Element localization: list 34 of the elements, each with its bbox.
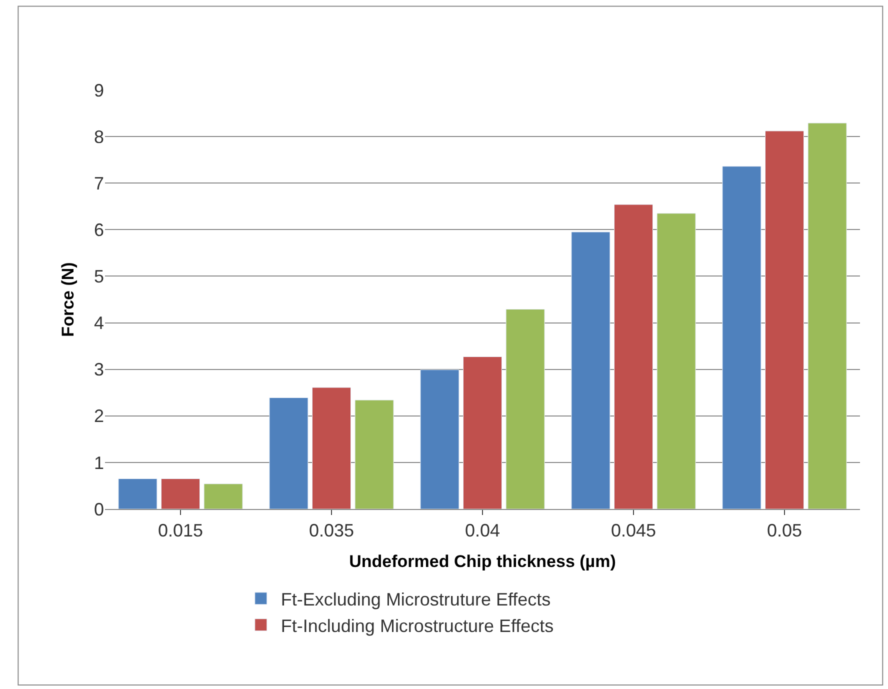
bar [765,130,804,509]
y-axis-title: Force (N) [58,262,78,337]
y-tick-label: 9 [94,80,104,100]
bar [269,397,308,509]
y-tick-label: 8 [94,126,104,147]
bar [571,232,610,509]
y-tick-label: 7 [94,173,104,194]
bar [463,356,502,509]
bar [204,484,243,509]
bar [722,166,762,509]
y-tick-label: 4 [94,313,104,334]
y-tick-label: 6 [94,220,104,240]
y-tick-label: 0 [94,499,104,520]
bar [161,478,200,509]
bar [312,387,351,509]
bar [420,370,460,509]
legend-label: Ft-Including Microstructure Effects [280,616,554,636]
x-tick-label: 0.045 [610,520,656,541]
legend-label: Ft-Excluding Microstruture Effects [280,589,551,610]
bar [118,478,158,509]
y-tick-label: 3 [94,360,104,380]
bar [506,309,545,509]
y-tick-label: 2 [94,406,104,426]
x-tick-label: 0.04 [464,520,500,541]
x-tick-label: 0.035 [308,520,354,541]
bar [656,213,696,509]
bar [808,122,847,509]
y-tick-label: 5 [94,266,104,287]
x-tick-label: 0.015 [158,520,204,541]
y-tick-label: 1 [94,452,104,473]
x-tick-label: 0.05 [766,520,802,541]
bar [614,204,653,509]
x-axis-title: Undeformed Chip thickness (µm) [349,552,616,571]
bar [354,400,394,509]
